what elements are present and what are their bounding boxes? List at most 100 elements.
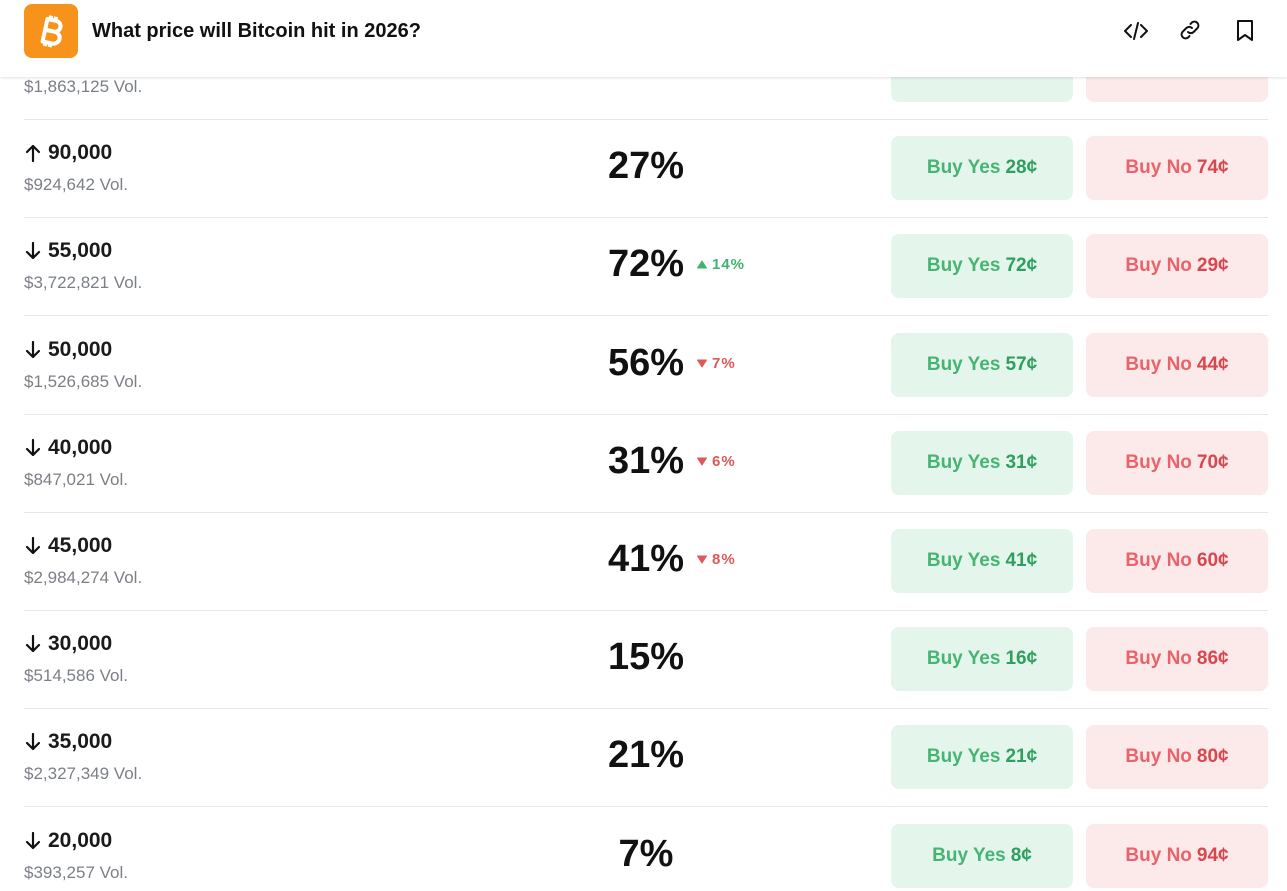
direction-arrow — [25, 536, 41, 555]
direction-arrow — [25, 242, 41, 260]
button-label: Buy No — [1125, 157, 1192, 179]
header: What price will Bitcoin hit in 2026? — [0, 0, 1287, 77]
bookmark-button[interactable] — [1233, 18, 1257, 42]
buy-yes-button[interactable]: Buy Yes 57¢ — [891, 332, 1073, 397]
volume: $847,021 Vol. — [24, 469, 128, 489]
embed-button[interactable] — [1124, 19, 1148, 43]
arrow-wrap — [24, 241, 42, 266]
button-price: 41¢ — [1005, 550, 1038, 571]
buy-yes-button[interactable]: Buy Yes 41¢ — [891, 529, 1073, 593]
direction-arrow — [25, 340, 41, 358]
buy-yes-button[interactable]: Buy Yes 16¢ — [891, 627, 1073, 692]
chance: 31% — [607, 439, 685, 482]
direction-arrow — [25, 635, 41, 653]
buy-yes-button[interactable]: Buy Yes 72¢ — [891, 234, 1073, 299]
chance: 7% — [618, 832, 674, 875]
direction-arrow — [25, 831, 41, 849]
buy-yes-button[interactable]: Buy Yes 28¢ — [891, 136, 1073, 201]
button-label: Buy Yes — [926, 648, 1001, 670]
button-price: 57¢ — [1005, 353, 1038, 375]
buy-no-button[interactable]: Buy No 80¢ — [1086, 725, 1268, 790]
chance: 41% — [607, 538, 685, 580]
volume: $393,257 Vol. — [24, 862, 128, 882]
button-price: 70¢ — [1196, 451, 1229, 473]
outcome-row: 45,000 $2,984,274 Vol. 41% 8% Buy Yes 41¢ Buy … — [24, 512, 1268, 611]
button-label: Buy No — [1125, 255, 1192, 277]
chance: 15% — [607, 636, 685, 679]
outcome-row: 35,000 $2,327,349 Vol. 21% Buy Yes 21¢ Buy No… — [24, 708, 1268, 808]
arrow-wrap — [24, 634, 42, 659]
button-label: Buy No — [1125, 550, 1192, 571]
button-label: Buy No — [1125, 451, 1192, 473]
change: 8% — [697, 551, 736, 568]
button-price: 86¢ — [1196, 648, 1229, 670]
button-price: 94¢ — [1196, 844, 1229, 866]
button-label: Buy Yes — [926, 550, 1001, 571]
arrow-wrap — [24, 831, 42, 856]
market-title: What price will Bitcoin hit in 2026? — [92, 20, 421, 42]
outcome-row: 55,000 $3,722,821 Vol. 72% 14% Buy Yes 72¢ Buy… — [24, 217, 1268, 317]
button-price: 74¢ — [1196, 157, 1229, 179]
arrow-wrap — [24, 438, 42, 463]
buy-yes-button[interactable]: Buy Yes 31¢ — [891, 430, 1073, 495]
button-label: Buy Yes — [926, 157, 1001, 179]
change-value: 7% — [712, 354, 736, 372]
price-target: 50,000 — [48, 337, 113, 361]
button-price: 8¢ — [1010, 844, 1032, 866]
arrow-wrap — [24, 536, 42, 561]
arrow-wrap — [24, 340, 42, 365]
button-price: 80¢ — [1196, 746, 1229, 768]
volume: $3,722,821 Vol. — [24, 273, 143, 293]
buy-yes-button[interactable]: Buy Yes 8¢ — [891, 823, 1073, 888]
buy-no-button[interactable]: Buy No 70¢ — [1086, 430, 1268, 495]
button-label: Buy Yes — [932, 844, 1006, 866]
button-label: Buy No — [1125, 844, 1192, 866]
change-value: 6% — [712, 452, 736, 470]
chance: 56% — [607, 341, 685, 384]
outcome-row: 90,000 $924,642 Vol. 27% Buy Yes 28¢ Buy No 74… — [24, 119, 1268, 219]
change-triangle — [697, 555, 707, 564]
button-price: 44¢ — [1196, 353, 1229, 375]
button-label: Buy Yes — [926, 746, 1001, 768]
change-value: 8% — [712, 551, 736, 568]
button-price: 72¢ — [1005, 255, 1038, 277]
volume: $1,526,685 Vol. — [24, 371, 143, 391]
buy-no-button[interactable]: Buy No 44¢ — [1086, 332, 1268, 397]
chance: 72% — [607, 243, 685, 286]
volume: $2,984,274 Vol. — [24, 568, 143, 587]
change: 7% — [697, 355, 736, 372]
chance: 27% — [607, 145, 685, 188]
buy-no-button[interactable]: Buy No 94¢ — [1086, 823, 1268, 888]
outcome-row: 20,000 $393,257 Vol. 7% Buy Yes 8¢ Buy No 94¢ — [24, 807, 1268, 891]
change: 14% — [697, 256, 745, 273]
change-triangle — [697, 457, 707, 466]
link-button[interactable] — [1178, 18, 1202, 42]
button-price: 21¢ — [1005, 746, 1038, 768]
buy-no-button[interactable]: Buy No 86¢ — [1086, 627, 1268, 692]
price-target: 30,000 — [48, 632, 113, 656]
arrow-wrap — [24, 732, 42, 757]
outcome-row: 40,000 $847,021 Vol. 31% 6% Buy Yes 31¢ Buy No… — [24, 414, 1268, 513]
change-value: 14% — [712, 256, 746, 274]
button-price: 16¢ — [1005, 648, 1038, 670]
buy-no-button[interactable]: Buy No 74¢ — [1086, 136, 1268, 201]
button-price: 60¢ — [1196, 550, 1229, 571]
buy-no-button[interactable]: Buy No 60¢ — [1086, 529, 1268, 593]
button-label: Buy Yes — [926, 451, 1001, 473]
button-label: Buy Yes — [926, 255, 1001, 277]
direction-arrow — [25, 733, 41, 751]
button-price: 29¢ — [1196, 255, 1229, 277]
outcome-row: 30,000 $514,586 Vol. 15% Buy Yes 16¢ Buy No 86… — [24, 610, 1268, 710]
buy-yes-button[interactable]: Buy Yes 21¢ — [891, 725, 1073, 790]
button-price: 31¢ — [1005, 451, 1038, 473]
volume: $2,327,349 Vol. — [24, 764, 143, 784]
button-label: Buy Yes — [926, 353, 1001, 375]
buy-no-button[interactable]: Buy No 29¢ — [1086, 234, 1268, 299]
price-target: 20,000 — [48, 828, 113, 852]
volume: $514,586 Vol. — [24, 666, 128, 686]
price-target: 90,000 — [48, 141, 113, 165]
price-target: 35,000 — [48, 730, 113, 754]
button-label: Buy No — [1125, 353, 1192, 375]
